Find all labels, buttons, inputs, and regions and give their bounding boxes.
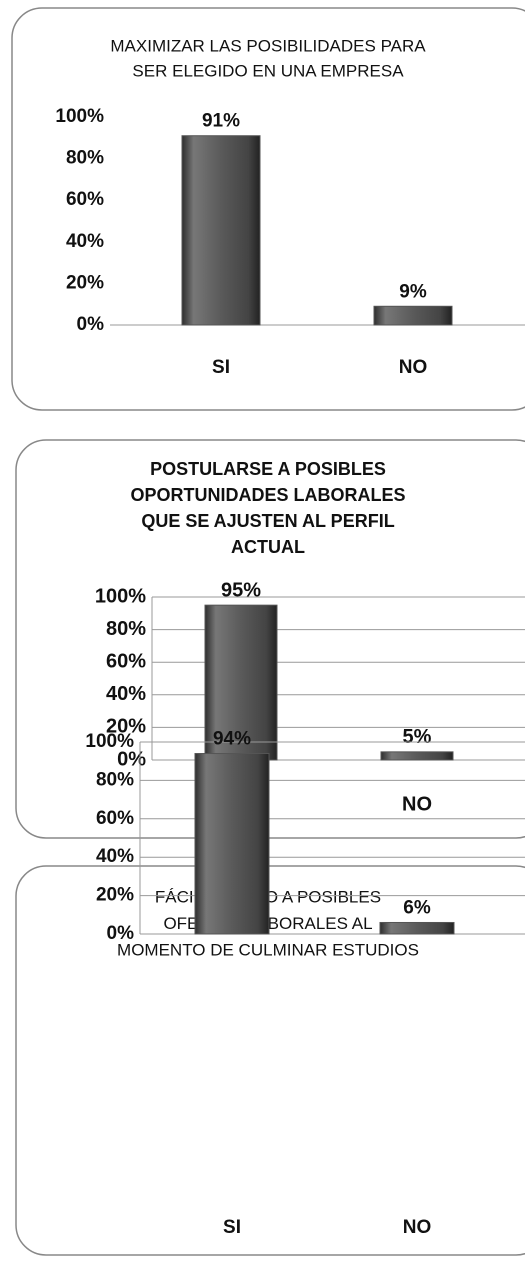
chart-title: OPORTUNIDADES LABORALES <box>130 485 405 505</box>
chart-title: MAXIMIZAR LAS POSIBILIDADES PARA <box>110 36 426 55</box>
y-tick-label: 0% <box>117 748 146 770</box>
y-tick-label: 60% <box>106 650 146 672</box>
y-tick-label: 60% <box>96 808 134 829</box>
y-tick-label: 80% <box>96 769 134 790</box>
y-tick-label: 40% <box>66 231 104 252</box>
y-tick-label: 80% <box>106 618 146 640</box>
chart-frame <box>15 865 525 1256</box>
data-label: 6% <box>403 897 431 918</box>
bar <box>181 135 261 326</box>
y-tick-label: 40% <box>106 683 146 705</box>
chart-title: QUE SE AJUSTEN AL PERFIL <box>141 511 394 531</box>
y-tick-label: 40% <box>96 846 134 867</box>
y-tick-label: 100% <box>95 585 146 607</box>
y-tick-label: 0% <box>77 314 105 335</box>
chart-title: POSTULARSE A POSIBLES <box>150 459 386 479</box>
y-tick-label: 20% <box>66 272 104 293</box>
bar <box>380 751 454 761</box>
data-label: 9% <box>399 281 427 302</box>
y-tick-label: 20% <box>106 716 146 738</box>
data-label: 94% <box>213 729 251 750</box>
y-tick-label: 0% <box>107 923 135 944</box>
chart-frame <box>11 7 525 411</box>
x-tick-label: SI <box>223 1217 241 1238</box>
chart-title: ACTUAL <box>231 537 305 557</box>
data-label: 5% <box>403 726 432 748</box>
data-label: 95% <box>221 579 261 601</box>
data-label: 91% <box>202 111 240 132</box>
y-tick-label: 100% <box>85 731 134 752</box>
x-tick-label: NO <box>403 1217 432 1238</box>
y-tick-label: 20% <box>96 885 134 906</box>
x-tick-label: NO <box>399 357 428 378</box>
bar <box>204 604 278 761</box>
chart-frame <box>15 439 525 839</box>
bar <box>373 305 453 326</box>
bar <box>379 921 455 935</box>
chart-title: MOMENTO DE CULMINAR ESTUDIOS <box>117 940 419 959</box>
bar <box>194 753 270 935</box>
y-tick-label: 60% <box>66 189 104 210</box>
x-tick-label: SI <box>212 357 230 378</box>
x-tick-label: NO <box>402 793 432 815</box>
y-tick-label: 100% <box>55 106 104 127</box>
chart-title: SER ELEGIDO EN UNA EMPRESA <box>132 61 404 80</box>
y-tick-label: 80% <box>66 148 104 169</box>
